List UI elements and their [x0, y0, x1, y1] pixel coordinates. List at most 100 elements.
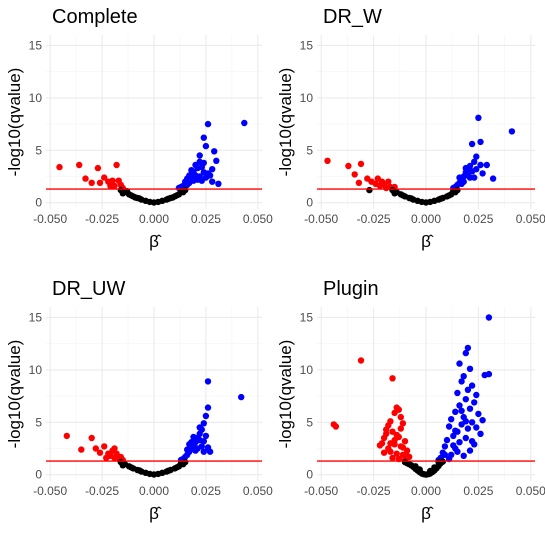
data-point [454, 389, 461, 397]
data-point [88, 179, 95, 186]
data-point [190, 433, 197, 441]
data-point [383, 430, 390, 437]
series-group [177, 378, 245, 464]
data-point [466, 405, 474, 412]
data-point [196, 158, 203, 165]
data-point [437, 195, 444, 202]
x-tick-label: -0.025 [85, 484, 119, 498]
x-tick-label: -0.050 [304, 212, 338, 226]
data-point [466, 365, 474, 372]
x-tick-label: 0.000 [411, 484, 441, 498]
data-point [468, 140, 476, 148]
data-point [471, 158, 478, 165]
data-point [399, 444, 407, 451]
series-group [117, 186, 189, 206]
data-point [169, 194, 176, 201]
x-tick-label: -0.050 [33, 212, 67, 226]
data-point [111, 182, 118, 190]
panel-dr-w: -0.050 -0.025 0.000 0.025 0.050 0 5 10 15 DR_W β̂ -… [276, 6, 545, 251]
data-point [94, 164, 102, 172]
y-tick-label: 5 [306, 143, 313, 157]
y-axis-title: -log10(qvalue) [276, 68, 295, 177]
data-point [200, 134, 207, 141]
data-point [82, 175, 89, 182]
data-point [464, 172, 472, 179]
x-tick-label: -0.050 [304, 484, 338, 498]
data-point [475, 114, 482, 122]
y-tick-label: 15 [300, 310, 314, 324]
data-point [357, 357, 365, 364]
y-tick-label: 0 [35, 468, 42, 482]
x-tick-label: 0.000 [139, 484, 169, 498]
data-point [431, 464, 438, 471]
data-point [345, 162, 352, 170]
data-point [96, 449, 104, 456]
data-point [357, 160, 365, 168]
data-point [391, 409, 398, 417]
data-point [427, 467, 434, 475]
data-point [238, 393, 245, 401]
series-group [175, 119, 248, 192]
data-point [401, 438, 409, 445]
series-group [450, 114, 516, 192]
data-point [355, 179, 363, 186]
data-point [485, 370, 493, 378]
data-point [389, 454, 396, 462]
data-point [489, 175, 497, 182]
x-tick-label: -0.025 [357, 212, 391, 226]
y-tick-label: 10 [300, 91, 314, 105]
y-tick-label: 10 [29, 91, 43, 105]
data-point [458, 407, 465, 414]
data-point [458, 378, 465, 385]
data-point [485, 314, 493, 321]
data-point [113, 161, 120, 169]
data-point [448, 416, 455, 423]
data-point [206, 448, 214, 455]
data-point [76, 161, 83, 169]
data-point [389, 375, 396, 382]
x-tick-label: -0.050 [33, 484, 67, 498]
data-point [111, 445, 118, 452]
data-point [458, 180, 465, 187]
data-point [182, 458, 189, 466]
data-point [241, 119, 248, 127]
x-tick-label: 0.050 [243, 484, 273, 498]
y-tick-label: 10 [300, 363, 314, 377]
data-point [196, 436, 203, 444]
series-group [330, 357, 413, 464]
data-point [88, 434, 95, 442]
data-point [101, 443, 108, 450]
data-point [387, 440, 394, 447]
y-tick-label: 15 [29, 38, 43, 52]
y-axis-title: -log10(qvalue) [276, 340, 295, 449]
data-point [200, 169, 207, 176]
y-tick-label: 15 [29, 310, 43, 324]
data-point [196, 152, 203, 159]
x-tick-label: 0.050 [243, 212, 273, 226]
data-point [202, 432, 210, 440]
data-point [456, 439, 463, 446]
data-point [460, 452, 467, 459]
data-point [200, 448, 207, 455]
data-point [445, 423, 453, 430]
data-point [385, 178, 392, 185]
data-point [332, 423, 340, 430]
data-point [477, 430, 484, 437]
data-point [56, 163, 63, 171]
data-point [204, 120, 212, 128]
data-point [132, 194, 139, 201]
x-axis-title: β̂ [421, 504, 434, 523]
data-point [209, 166, 216, 173]
data-point [450, 432, 457, 440]
panel-title: Complete [52, 6, 138, 28]
data-point [182, 186, 189, 194]
x-tick-label: 0.025 [463, 212, 493, 226]
data-point [196, 424, 203, 431]
panel-plugin: -0.050 -0.025 0.000 0.025 0.050 0 5 10 15 Plugin β… [276, 278, 545, 523]
data-point [202, 142, 210, 150]
data-point [209, 178, 216, 185]
data-point [393, 450, 400, 457]
data-point [215, 180, 222, 187]
data-point [63, 432, 70, 440]
data-point [198, 177, 205, 184]
